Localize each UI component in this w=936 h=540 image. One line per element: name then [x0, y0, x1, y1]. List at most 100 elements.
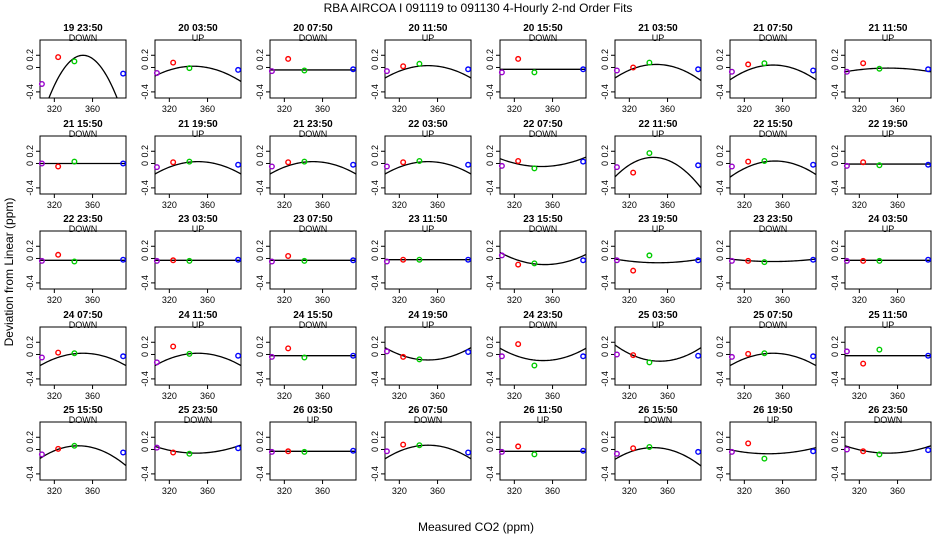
data-point	[646, 359, 653, 366]
x-tick-label: 360	[545, 104, 560, 114]
y-tick-label: 0	[370, 161, 380, 166]
data-point	[120, 70, 127, 77]
panel-direction: UP	[882, 320, 895, 330]
y-tick-label: 0	[830, 447, 840, 452]
panel-direction: UP	[882, 129, 895, 139]
data-point	[71, 442, 78, 449]
y-tick-label: 0	[25, 161, 35, 166]
y-tick-label: 0.2	[370, 145, 380, 158]
x-tick-label: 320	[507, 391, 522, 401]
fit-curve	[615, 258, 701, 264]
panel-title: 21 15:50	[63, 119, 103, 130]
panel-frame	[384, 135, 472, 195]
data-point	[71, 258, 78, 265]
data-point	[728, 68, 735, 75]
data-point	[235, 66, 242, 73]
panel-direction: DOWN	[529, 33, 558, 43]
x-tick-label: 360	[85, 486, 100, 496]
data-point	[810, 67, 817, 74]
data-point	[728, 448, 735, 455]
panel-frame	[39, 39, 127, 99]
panel-direction: UP	[882, 33, 895, 43]
fit-curve	[155, 160, 241, 175]
fit-curve	[845, 445, 931, 454]
data-point	[745, 257, 752, 264]
x-tick-label: 320	[162, 104, 177, 114]
y-tick-label: 0	[255, 65, 265, 70]
data-point	[350, 352, 357, 359]
data-point	[153, 257, 160, 264]
y-tick-label: 0	[715, 65, 725, 70]
data-point	[761, 158, 768, 165]
data-point	[630, 169, 637, 176]
x-tick-label: 360	[660, 200, 675, 210]
y-tick-label: 0	[25, 65, 35, 70]
y-tick-label: 0.2	[25, 145, 35, 158]
fit-curve	[500, 156, 586, 168]
x-tick-label: 360	[85, 295, 100, 305]
y-tick-label: 0.2	[715, 49, 725, 62]
fit-curve	[385, 347, 471, 361]
panel-frame	[154, 135, 242, 195]
data-point	[301, 257, 308, 264]
data-point	[285, 448, 292, 455]
y-tick-label: -0.4	[140, 275, 150, 291]
panel-frame	[499, 326, 587, 386]
panel-frame	[844, 421, 932, 481]
data-point	[630, 352, 637, 359]
data-point	[695, 257, 702, 264]
panel-direction: DOWN	[644, 415, 673, 425]
x-tick-label: 360	[775, 486, 790, 496]
data-point	[170, 59, 177, 66]
x-tick-label: 320	[852, 104, 867, 114]
y-tick-label: -0.4	[25, 275, 35, 291]
data-point	[71, 158, 78, 165]
x-tick-label: 360	[430, 295, 445, 305]
panel-direction: UP	[652, 224, 665, 234]
y-tick-label: -0.4	[255, 84, 265, 100]
x-tick-label: 360	[200, 200, 215, 210]
data-point	[843, 257, 850, 264]
x-tick-label: 320	[622, 486, 637, 496]
data-point	[630, 267, 637, 274]
data-point	[170, 159, 177, 166]
data-point	[695, 66, 702, 73]
y-tick-label: 0	[25, 256, 35, 261]
data-point	[745, 350, 752, 357]
x-tick-label: 360	[660, 295, 675, 305]
panel-direction: UP	[307, 415, 320, 425]
x-tick-label: 360	[890, 295, 905, 305]
x-tick-label: 360	[85, 200, 100, 210]
data-point	[285, 159, 292, 166]
data-point	[860, 257, 867, 264]
data-point	[38, 451, 45, 458]
y-tick-label: -0.4	[140, 466, 150, 482]
panel-frame	[614, 421, 702, 481]
panel-title: 26 07:50	[408, 405, 448, 416]
panel-frame	[729, 39, 817, 99]
data-point	[745, 61, 752, 68]
x-tick-label: 320	[737, 104, 752, 114]
x-tick-label: 360	[315, 486, 330, 496]
data-point	[925, 66, 932, 73]
x-tick-label: 320	[277, 295, 292, 305]
data-point	[170, 449, 177, 456]
y-tick-label: -0.4	[370, 275, 380, 291]
y-tick-label: -0.4	[140, 84, 150, 100]
y-tick-label: 0	[25, 352, 35, 357]
data-point	[860, 60, 867, 67]
y-tick-label: -0.4	[715, 84, 725, 100]
x-tick-label: 360	[200, 486, 215, 496]
x-tick-label: 360	[85, 391, 100, 401]
panel-frame	[384, 421, 472, 481]
y-tick-label: 0.2	[830, 240, 840, 253]
